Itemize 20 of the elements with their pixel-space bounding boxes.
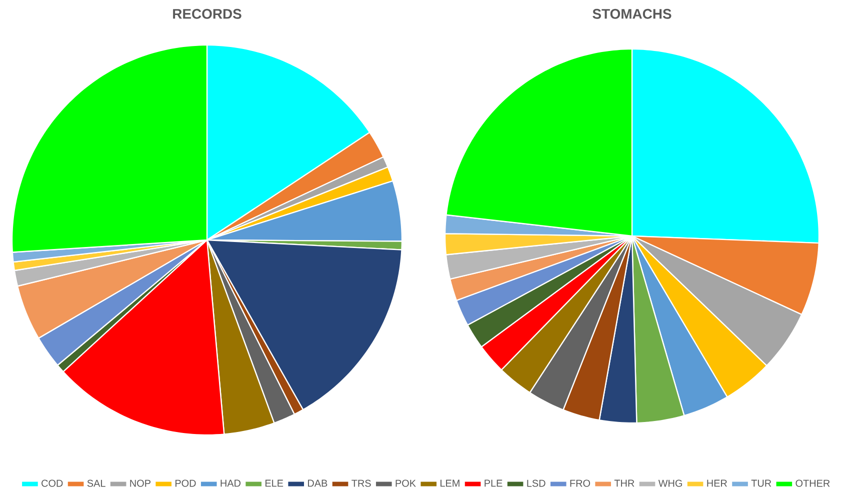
legend-label: SAL <box>87 480 106 487</box>
legend-label: NOP <box>130 480 150 487</box>
legend-label: ELE <box>265 480 284 487</box>
legend-label: LEM <box>440 480 460 487</box>
legend-label: FRO <box>570 480 590 487</box>
legend-label: COD <box>42 480 63 487</box>
legend-label: THR <box>614 480 634 487</box>
legend-label: TRS <box>352 480 371 487</box>
legend-label: OTHER <box>796 480 830 487</box>
legend-label: HAD <box>220 480 241 487</box>
legend-label: HER <box>707 480 727 487</box>
legend-label: POD <box>175 480 196 487</box>
legend-label: PLE <box>484 480 502 487</box>
legend-label: POK <box>396 480 416 487</box>
legend-label: LSD <box>527 480 546 487</box>
legend-label: TUR <box>751 480 772 487</box>
slice-label: RECORDS <box>173 8 242 19</box>
slice-label: STOMACHS <box>592 8 672 19</box>
legend-label: WHG <box>658 480 682 487</box>
legend-label: DAB <box>308 480 328 487</box>
